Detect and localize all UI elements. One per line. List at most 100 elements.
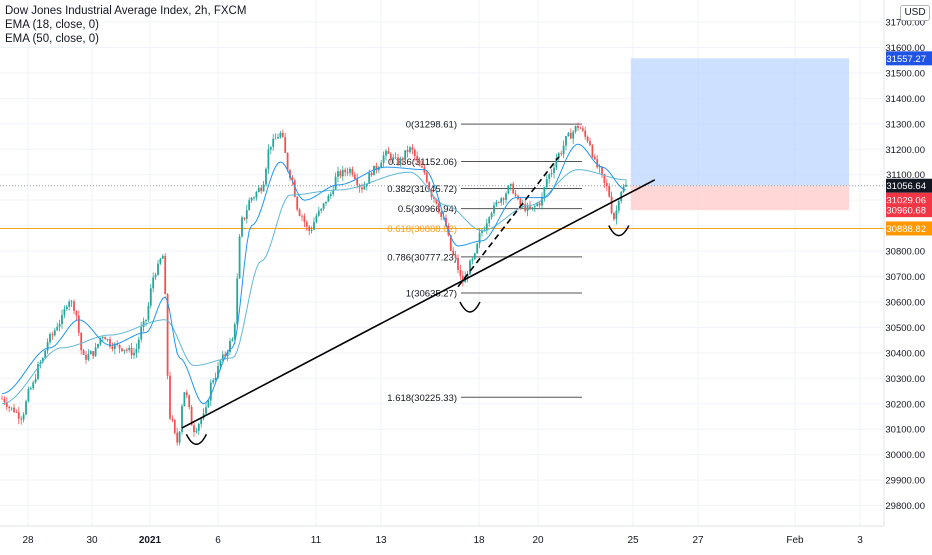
- impulse-dashed-line[interactable]: [457, 156, 560, 288]
- candle-body: [581, 128, 584, 131]
- fib-level-label: 0.786(30777.23): [387, 252, 457, 263]
- ema-50-line[interactable]: [1, 169, 627, 405]
- time-axis[interactable]: 28 30 2021 6 11 13 18 20 25 27 Feb 3: [0, 525, 932, 550]
- candle-body: [308, 226, 311, 231]
- ema-18-line[interactable]: [1, 143, 627, 405]
- price-badge[interactable]: 31557.27: [886, 51, 932, 66]
- candle-body: [577, 125, 579, 128]
- candle-body: [97, 343, 99, 348]
- fib-level-label: 0(31298.61): [406, 120, 457, 131]
- candle-body: [178, 431, 181, 443]
- candle-body: [89, 351, 92, 355]
- candle-body: [125, 349, 128, 351]
- candle-body: [157, 263, 159, 275]
- candle-body: [495, 201, 498, 206]
- currency-badge[interactable]: USD: [900, 5, 930, 21]
- candle-body: [454, 255, 457, 258]
- candle-body: [200, 418, 203, 425]
- candle-body: [166, 294, 169, 376]
- fib-level-label: 0.5(30966.94): [398, 204, 457, 215]
- candle-body: [226, 351, 229, 357]
- candle-body: [92, 351, 95, 357]
- swing-low-arc[interactable]: [459, 301, 481, 313]
- fib-level-label: 1.618(30225.33): [387, 393, 457, 404]
- candle-body: [5, 402, 8, 407]
- candle-body: [301, 215, 303, 217]
- candle-body: [293, 180, 296, 197]
- candle-body: [305, 222, 308, 227]
- candle-body: [615, 210, 618, 220]
- candle-body: [322, 203, 325, 209]
- candle-body: [257, 187, 260, 192]
- candle-body: [53, 330, 56, 336]
- candle-body: [370, 173, 373, 176]
- candle-body: [298, 209, 301, 216]
- candle-body: [584, 130, 587, 137]
- price-tick-label: 30300.00: [885, 374, 925, 385]
- candle-body: [334, 176, 337, 190]
- price-tick-label: 29800.00: [885, 501, 925, 512]
- candle-body: [368, 173, 371, 184]
- time-tick-label: 28: [22, 535, 34, 546]
- candle-body: [524, 204, 527, 211]
- candle-body: [68, 301, 71, 307]
- candle-body: [255, 191, 258, 198]
- candle-body: [169, 375, 171, 419]
- swing-low-arc[interactable]: [608, 225, 630, 237]
- candle-body: [296, 196, 299, 210]
- candle-body: [265, 168, 267, 185]
- candle-body: [214, 377, 217, 381]
- candle-body: [337, 171, 339, 177]
- candle-body: [185, 392, 188, 396]
- candle-body: [32, 382, 35, 389]
- profit-target-zone[interactable]: [630, 58, 849, 186]
- candle-body: [77, 315, 80, 333]
- support-trendline[interactable]: [181, 179, 656, 429]
- candle-body: [75, 310, 78, 316]
- candle-body: [3, 398, 6, 403]
- candle-body: [154, 274, 157, 278]
- swing-low-arc[interactable]: [185, 433, 208, 446]
- candle-body: [46, 342, 49, 351]
- candle-body: [188, 395, 191, 408]
- price-badge[interactable]: 31056.64: [886, 178, 932, 193]
- price-axis[interactable]: 29800.00 29900.00 30000.00 30100.00 30200.00…: [883, 0, 932, 550]
- candle-body: [476, 243, 479, 254]
- candle-body: [260, 187, 263, 192]
- candle-body: [421, 166, 423, 168]
- candle-body: [560, 153, 563, 155]
- candle-body: [593, 156, 596, 160]
- candle-body: [526, 206, 529, 211]
- candle-body: [394, 157, 397, 159]
- stop-loss-zone[interactable]: [630, 185, 849, 211]
- price-badge-bg: [886, 221, 932, 236]
- candle-body: [217, 365, 219, 378]
- candle-body: [473, 253, 476, 260]
- candle-body: [61, 315, 63, 325]
- candle-body: [572, 131, 575, 139]
- price-badge[interactable]: 30888.82: [886, 221, 932, 236]
- price-badge[interactable]: 30960.68: [886, 203, 932, 218]
- price-badge-label: 31029.06: [886, 195, 926, 206]
- fib-retracement[interactable]: 0(31298.61) 0.236(31152.06) 0.382(31045.72…: [387, 120, 582, 404]
- candle-body: [605, 182, 608, 187]
- price-badge-bg: [886, 51, 932, 66]
- candle-body: [164, 255, 167, 295]
- candle-body: [104, 337, 107, 340]
- price-badge-bg: [886, 178, 932, 193]
- candle-body: [8, 406, 11, 408]
- candle-body: [569, 132, 572, 139]
- candle-body: [133, 352, 135, 356]
- price-badge-label: 30960.68: [886, 206, 926, 217]
- price-tick-label: 30700.00: [885, 272, 925, 283]
- candle-body: [409, 147, 411, 152]
- fib-level-label: 0.618(30888.82): [387, 224, 457, 235]
- candle-body: [13, 407, 15, 413]
- candle-body: [529, 206, 531, 209]
- candle-body: [181, 406, 183, 432]
- price-tick-label: 31500.00: [885, 68, 925, 79]
- time-tick-label: 18: [473, 535, 485, 546]
- time-tick-label: 11: [311, 535, 322, 546]
